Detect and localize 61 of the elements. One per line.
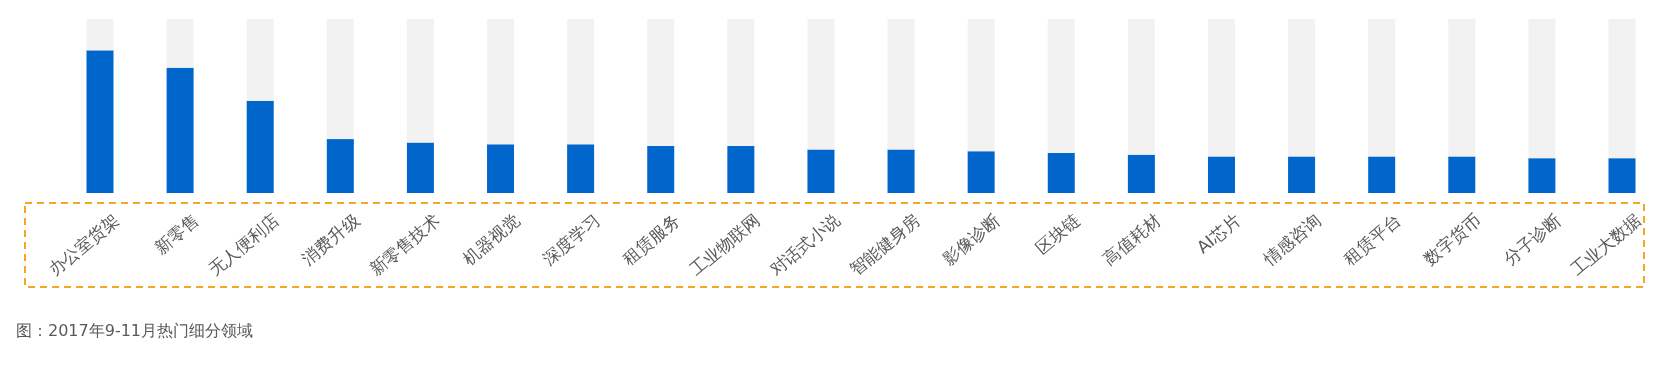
x-tick-label: 消费升级	[298, 209, 364, 269]
bar	[1127, 154, 1155, 193]
bar	[887, 19, 915, 150]
x-tick-label: 对话式小说	[765, 209, 844, 280]
x-tick-label: 高值耗材	[1099, 209, 1165, 269]
bar	[487, 19, 515, 145]
bar	[326, 19, 354, 140]
bar	[246, 19, 274, 101]
x-tick-label: 租赁平台	[1339, 209, 1405, 269]
bar	[807, 19, 835, 150]
bar	[1127, 19, 1155, 155]
bar	[406, 19, 434, 143]
bar	[1448, 19, 1476, 157]
bar	[1608, 158, 1636, 193]
bar	[1608, 19, 1636, 159]
x-tick-label: 分子诊断	[1499, 209, 1565, 269]
bar	[967, 19, 995, 152]
x-tick-label: 工业大数据	[1566, 209, 1645, 280]
x-tick-label: 新零售技术	[365, 209, 444, 280]
bar	[86, 50, 114, 193]
bar	[647, 19, 675, 147]
x-tick-label: 办公室货架	[44, 209, 123, 280]
bar	[647, 146, 675, 193]
bar	[1288, 156, 1316, 193]
x-tick-label: 影像诊断	[939, 209, 1004, 269]
x-tick-label: 新零售	[150, 209, 203, 258]
bar	[326, 139, 354, 193]
bar	[406, 142, 434, 193]
bar	[727, 19, 755, 147]
bar	[1047, 152, 1075, 193]
bar	[1448, 156, 1476, 193]
x-tick-label: 智能健身房	[845, 209, 924, 280]
bar	[1528, 158, 1556, 193]
bar	[1528, 19, 1556, 159]
x-tick-label: 深度学习	[538, 209, 604, 269]
x-tick-label: 数字货币	[1419, 209, 1485, 269]
text: 图：2017年9-11月热门细分领域	[16, 321, 254, 340]
bar	[246, 100, 274, 193]
x-tick-label: 区块链	[1032, 209, 1085, 258]
bar	[487, 144, 515, 193]
bar	[1368, 156, 1396, 193]
bar	[887, 149, 915, 193]
x-tick-label: 无人便利店	[205, 209, 284, 280]
bar	[1368, 19, 1396, 157]
bar	[967, 151, 995, 193]
bar	[166, 67, 194, 193]
bar	[567, 144, 595, 193]
x-tick-label: 情感咨询	[1258, 209, 1325, 270]
bar	[1207, 156, 1235, 193]
bar	[1288, 19, 1316, 157]
x-tick-label: 工业物联网	[685, 209, 764, 280]
bar	[86, 19, 114, 51]
bar	[1207, 19, 1235, 157]
bar	[166, 19, 194, 68]
x-tick-label: 租赁服务	[618, 209, 684, 269]
bar	[1047, 19, 1075, 153]
bar	[807, 149, 835, 193]
x-tick-label: 机器视觉	[458, 209, 524, 269]
bar	[727, 146, 755, 193]
bar	[567, 19, 595, 145]
x-tick-label: AI芯片	[1192, 209, 1245, 258]
